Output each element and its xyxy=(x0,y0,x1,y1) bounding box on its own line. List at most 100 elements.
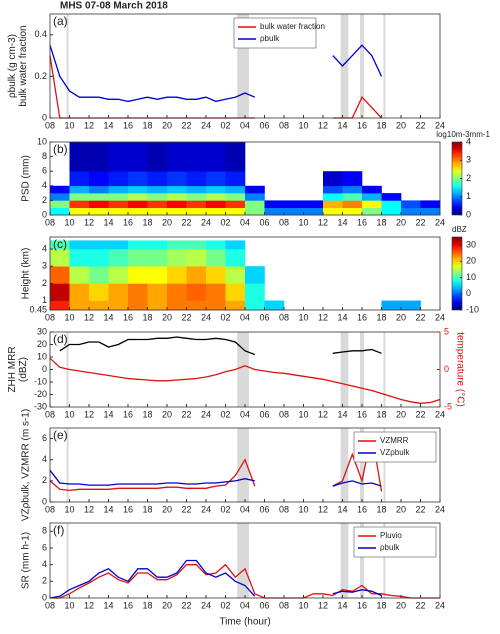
x-tick-label: 18 xyxy=(376,600,386,610)
heatmap-cell xyxy=(147,300,168,311)
heatmap-cell xyxy=(167,142,187,172)
y-tick-label: 3 xyxy=(42,261,47,271)
y-tick-label: 0 xyxy=(42,496,47,506)
x-tick-label: 16 xyxy=(123,120,133,130)
x-tick-label: 18 xyxy=(376,504,386,514)
x-tick-label: 02 xyxy=(220,120,230,130)
colorbar-tick-label: 3 xyxy=(466,155,471,165)
x-tick-label: 16 xyxy=(123,504,133,514)
x-tick-label: 24 xyxy=(201,120,211,130)
heatmap-cell xyxy=(323,171,343,187)
heatmap-cell xyxy=(167,240,187,250)
x-tick-label: 04 xyxy=(240,600,250,610)
x-tick-label: 06 xyxy=(259,120,269,130)
x-tick-label: 12 xyxy=(84,409,94,419)
heatmap-cell xyxy=(186,171,207,187)
series-line xyxy=(49,559,382,599)
y-label: Height (km) xyxy=(21,248,32,300)
heatmap-cell xyxy=(108,171,129,187)
x-tick-label: 10 xyxy=(64,312,74,322)
heatmap-cell xyxy=(225,200,246,208)
x-tick-label: 14 xyxy=(103,312,113,322)
x-tick-label: 12 xyxy=(318,600,328,610)
series-line xyxy=(49,469,382,487)
heatmap-cell xyxy=(50,266,70,284)
x-tick-label: 06 xyxy=(259,312,269,322)
colorbar-tick-label: 1 xyxy=(466,191,471,201)
y-tick-label: 0 xyxy=(42,209,47,219)
x-tick-label: 10 xyxy=(298,504,308,514)
y-label: ρbulk (g cm-3) xyxy=(7,34,18,98)
x-tick-label: 16 xyxy=(123,217,133,227)
y-tick-label: 30 xyxy=(37,326,47,336)
x-tick-label: 24 xyxy=(201,217,211,227)
heatmap-cell xyxy=(342,171,363,187)
x-tick-label: 22 xyxy=(415,600,425,610)
heatmap-cell xyxy=(108,300,129,311)
heatmap-cell xyxy=(186,266,207,284)
x-tick-label: 14 xyxy=(103,504,113,514)
heatmap-cell xyxy=(128,249,148,267)
heatmap-cell xyxy=(89,207,109,216)
x-tick-label: 10 xyxy=(298,120,308,130)
x-tick-label: 06 xyxy=(259,504,269,514)
heatmap-cell xyxy=(167,266,187,284)
shaded-period xyxy=(66,523,69,598)
shaded-period xyxy=(360,523,364,598)
x-tick-label: 22 xyxy=(181,409,191,419)
x-tick-label: 02 xyxy=(220,600,230,610)
heatmap-cell xyxy=(245,300,265,311)
heatmap-cell xyxy=(206,200,226,208)
x-tick-label: 22 xyxy=(415,217,425,227)
heatmap-cell xyxy=(108,266,129,284)
heatmap-cell xyxy=(245,200,265,208)
y2-tick-label: 5 xyxy=(444,326,449,336)
heatmap-cell xyxy=(206,300,226,311)
x-tick-label: 12 xyxy=(84,312,94,322)
x-tick-label: 20 xyxy=(396,600,406,610)
y-tick-label: 2 xyxy=(42,278,47,288)
heatmap-cell xyxy=(401,200,421,208)
heatmap-cell xyxy=(128,283,148,301)
heatmap-cell xyxy=(128,193,148,201)
heatmap-cell xyxy=(225,185,246,194)
legend-box xyxy=(353,431,437,463)
heatmap-cell xyxy=(69,142,90,172)
x-tick-label: 18 xyxy=(376,312,386,322)
shaded-period xyxy=(340,14,349,118)
x-tick-label: 20 xyxy=(396,312,406,322)
shaded-period xyxy=(66,428,69,502)
panel: -30 -20 -10 0 10 20 30 -5 0 5 temperature (°C) 08 10… xyxy=(7,326,465,419)
heatmap-cell xyxy=(186,142,207,172)
x-tick-label: 24 xyxy=(435,217,445,227)
heatmap-cell xyxy=(284,207,304,216)
heatmap-cell xyxy=(225,171,246,187)
heatmap-cell xyxy=(128,300,148,311)
heatmap-cell xyxy=(323,185,343,194)
x-tick-label: 22 xyxy=(415,409,425,419)
x-tick-label: 08 xyxy=(45,312,55,322)
x-tick-label: 12 xyxy=(84,120,94,130)
x-tick-label: 08 xyxy=(45,409,55,419)
x-tick-label: 16 xyxy=(123,600,133,610)
y-tick-label: 10 xyxy=(37,136,47,146)
heatmap-cell xyxy=(147,142,168,172)
x-tick-label: 12 xyxy=(84,217,94,227)
heatmap-cell xyxy=(69,171,90,187)
x-tick-label: 10 xyxy=(298,312,308,322)
heatmap-cell xyxy=(50,240,70,250)
y-tick-label: 0.45 xyxy=(29,304,47,314)
x-tick-label: 04 xyxy=(240,217,250,227)
x-tick-label: 24 xyxy=(435,409,445,419)
x-tick-label: 08 xyxy=(279,600,289,610)
x-tick-label: 18 xyxy=(376,409,386,419)
panel-label: (e) xyxy=(53,428,68,442)
y-tick-label: 4 xyxy=(42,559,47,569)
heatmap-cell xyxy=(186,193,207,201)
x-tick-label: 02 xyxy=(220,312,230,322)
x-tick-label: 20 xyxy=(162,600,172,610)
heatmap-cell xyxy=(69,300,90,311)
x-tick-label: 20 xyxy=(162,217,172,227)
x-tick-label: 04 xyxy=(240,312,250,322)
y-tick-label: 6 xyxy=(42,433,47,443)
